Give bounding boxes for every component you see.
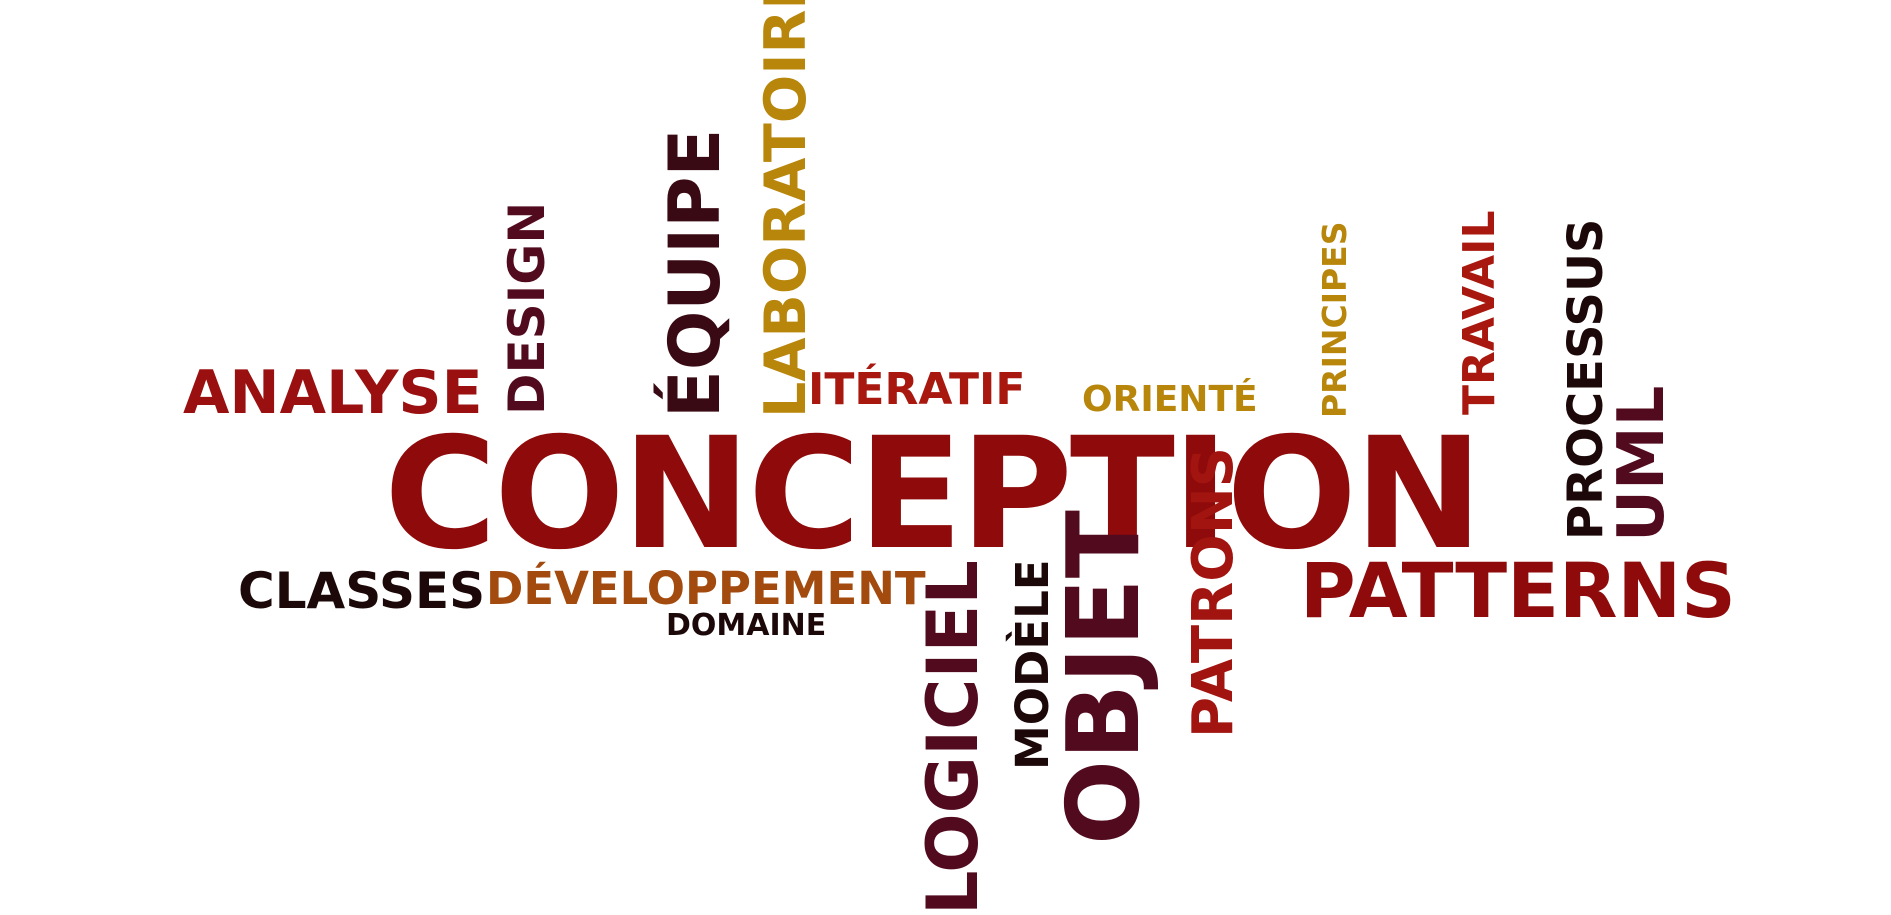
word-conception: CONCEPTION: [384, 405, 1483, 584]
word-patrons: PATRONS: [1181, 446, 1246, 738]
word-classes: CLASSES: [238, 562, 486, 620]
word-domaine: DOMAINE: [666, 608, 827, 643]
word-analyse: ANALYSE: [183, 358, 483, 428]
word-travail: TRAVAIL: [1454, 210, 1505, 416]
word-developpement: DÉVELOPPEMENT: [486, 562, 926, 615]
word-processus: PROCESSUS: [1558, 218, 1614, 541]
word-patterns: PATTERNS: [1300, 546, 1736, 635]
word-uml: UML: [1605, 385, 1679, 542]
word-logiciel: LOGICIEL: [912, 560, 994, 915]
word-principes: PRINCIPES: [1315, 221, 1354, 419]
word-design: DESIGN: [498, 201, 556, 415]
word-oriente: ORIENTÉ: [1082, 379, 1258, 420]
word-equipe: ÉQUIPE: [654, 128, 736, 418]
word-objet: OBJET: [1045, 510, 1162, 845]
word-laboratoire: LABORATOIRE: [753, 0, 819, 418]
word-iteratif: ITÉRATIF: [808, 364, 1026, 415]
